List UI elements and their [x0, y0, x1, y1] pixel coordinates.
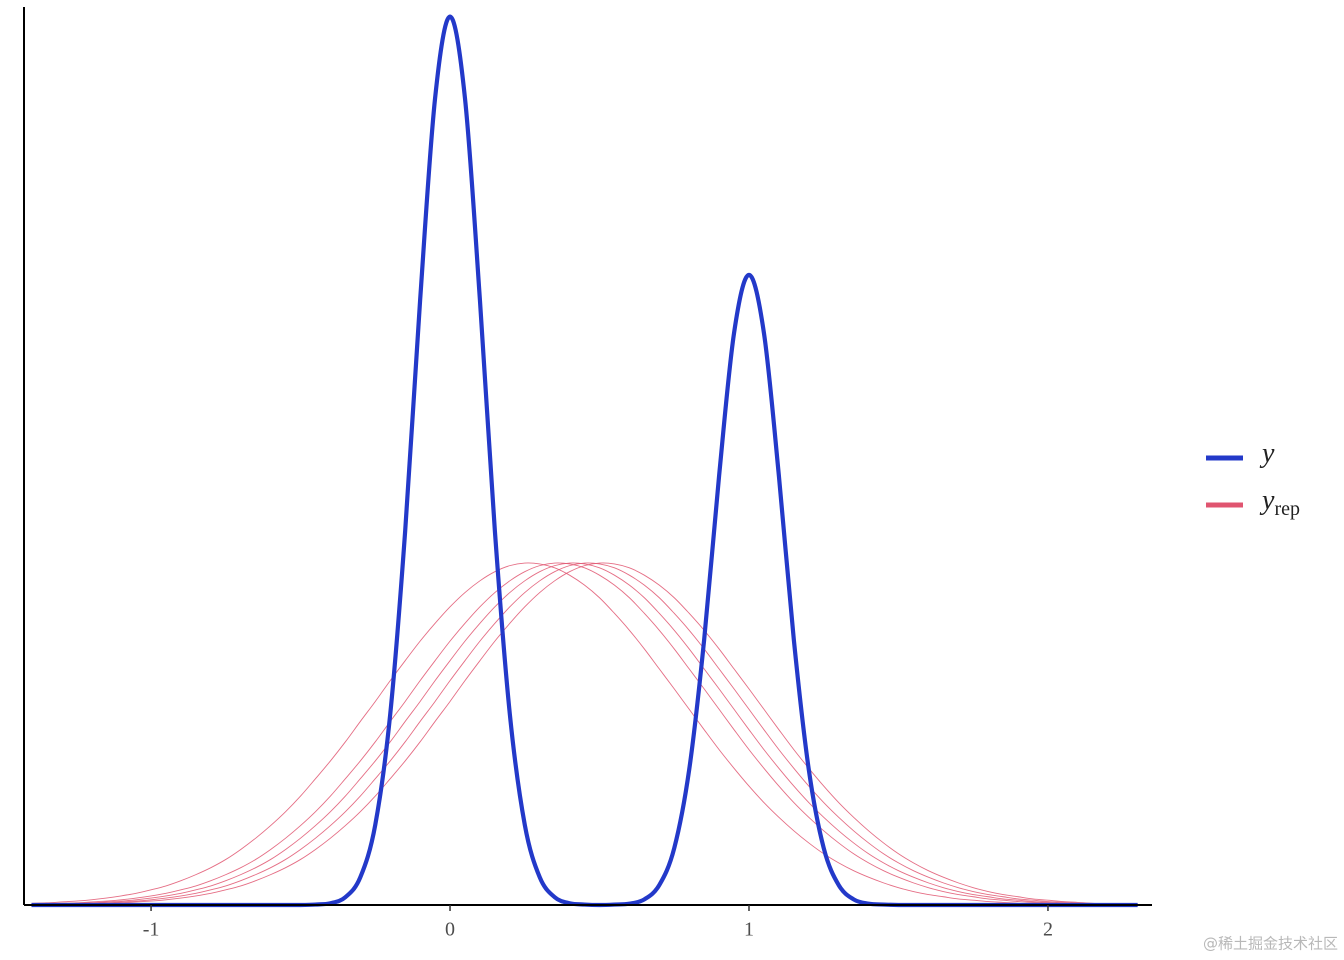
- density-line: [31, 562, 1138, 906]
- legend-name: y: [1259, 485, 1275, 516]
- density-line: [31, 562, 1138, 906]
- density-line: [31, 562, 1138, 906]
- density-line: [31, 14, 1138, 908]
- x-tick-label: 1: [744, 919, 754, 941]
- x-tick-label: -1: [143, 919, 160, 941]
- watermark: @稀土掘金技术社区: [1203, 935, 1338, 953]
- x-tick-label: 0: [445, 919, 455, 941]
- legend-label: yrep: [1259, 485, 1300, 519]
- density-line: [31, 562, 1138, 906]
- legend-subscript: rep: [1274, 498, 1300, 520]
- legend-name: y: [1259, 438, 1275, 469]
- x-tick-label: 2: [1043, 919, 1053, 941]
- density-line: [31, 562, 1138, 906]
- legend-label: y: [1259, 438, 1275, 469]
